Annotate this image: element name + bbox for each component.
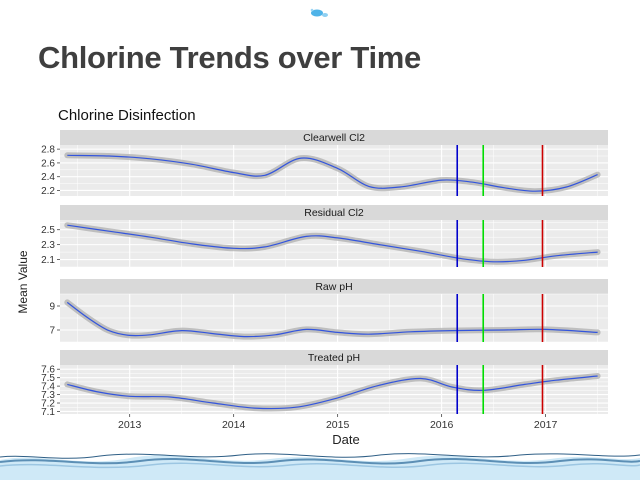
y-tick-label: 2.1 <box>41 255 55 266</box>
y-tick-label: 2.6 <box>41 158 55 169</box>
y-tick-label: 2.8 <box>41 145 55 156</box>
y-tick-label: 7.6 <box>41 365 55 376</box>
x-axis-label: Date <box>332 432 359 447</box>
y-axis-label: Mean Value <box>16 250 30 313</box>
x-tick-label: 2013 <box>118 419 142 431</box>
panel-strip <box>60 130 608 145</box>
y-tick-label: 7.5 <box>41 373 55 384</box>
water-wave-icon <box>0 446 640 480</box>
y-tick-label: 2.2 <box>41 186 55 197</box>
panel-strip <box>60 205 608 220</box>
x-tick-label: 2017 <box>534 419 558 431</box>
y-tick-label: 7 <box>49 326 55 337</box>
y-tick-label: 7.4 <box>41 382 55 393</box>
trend-line <box>67 154 598 192</box>
x-tick-label: 2016 <box>430 419 454 431</box>
panel-title: Raw pH <box>315 281 352 293</box>
y-tick-label: 2.3 <box>41 240 55 251</box>
x-tick-label: 2015 <box>326 419 350 431</box>
y-tick-label: 2.5 <box>41 225 55 236</box>
panel-title: Clearwell Cl2 <box>303 132 365 144</box>
panel-strip <box>60 350 608 365</box>
trend-line <box>66 301 598 338</box>
y-tick-label: 2.4 <box>41 172 55 183</box>
panel-strip <box>60 279 608 294</box>
y-tick-label: 7.3 <box>41 390 55 401</box>
trend-line <box>67 224 598 263</box>
water-splash-icon <box>310 8 328 17</box>
chart-title: Chlorine Disinfection <box>58 107 196 124</box>
y-tick-label: 9 <box>49 302 55 313</box>
x-tick-label: 2014 <box>222 419 246 431</box>
y-tick-label: 7.2 <box>41 399 55 410</box>
y-tick-label: 7.1 <box>41 407 55 418</box>
panel-background <box>60 365 608 414</box>
slide-title: Chlorine Trends over Time <box>38 40 421 75</box>
panel-title: Treated pH <box>308 352 360 364</box>
panel-title: Residual Cl2 <box>304 207 364 219</box>
trend-line <box>67 375 598 410</box>
